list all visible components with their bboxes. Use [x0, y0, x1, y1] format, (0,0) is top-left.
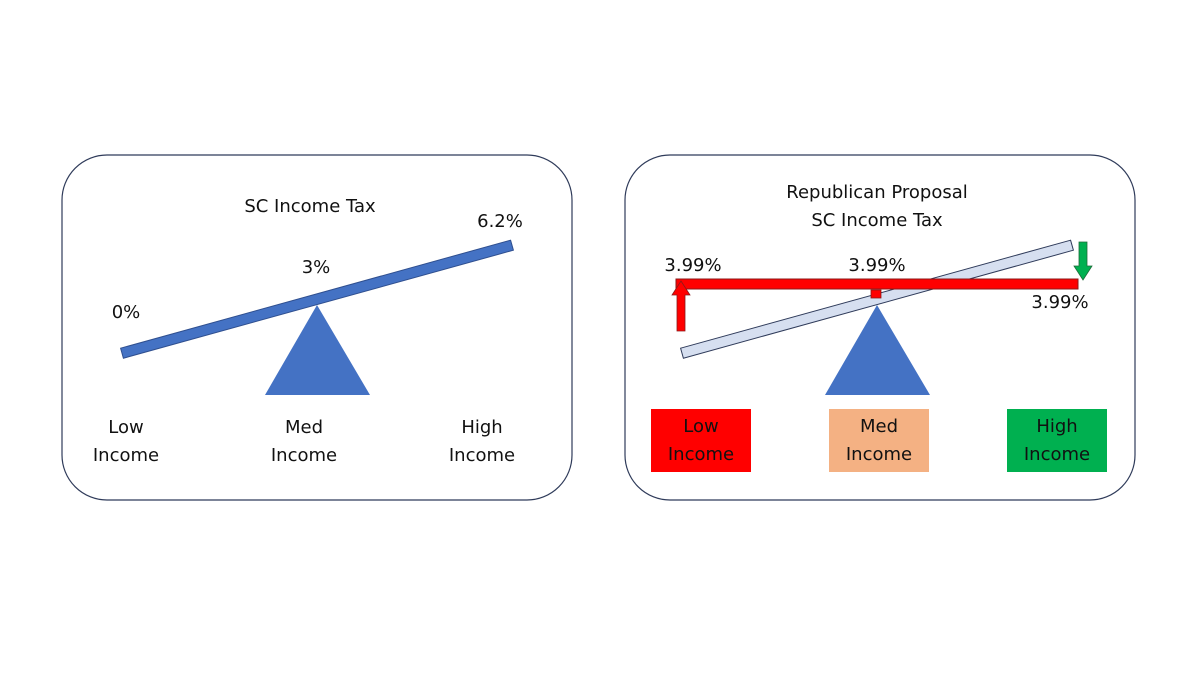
group-label: Income	[93, 445, 159, 466]
group-box	[829, 409, 929, 472]
group-label: Income	[668, 444, 734, 465]
rate-label: 3.99%	[848, 255, 905, 276]
left-panel: SC Income Tax 0% 3% 6.2% Low Income Med …	[61, 154, 573, 501]
small-increase-marker	[870, 289, 882, 299]
panel-title: SC Income Tax	[244, 196, 376, 217]
flat-tax-beam	[675, 278, 1079, 290]
rate-label: 3.99%	[1031, 292, 1088, 313]
group-label: High	[1036, 416, 1077, 437]
group-label: Income	[1024, 444, 1090, 465]
group-label: High	[461, 417, 502, 438]
group-box	[651, 409, 751, 472]
rate-label: 6.2%	[477, 211, 523, 232]
panel-title: SC Income Tax	[811, 210, 943, 231]
panel-title: Republican Proposal	[786, 182, 968, 203]
group-label: Income	[271, 445, 337, 466]
group-label: Low	[108, 417, 143, 438]
rate-label: 3%	[302, 257, 331, 278]
right-panel: Republican Proposal SC Income Tax 3.99% …	[624, 154, 1136, 501]
fulcrum	[825, 305, 930, 395]
group-label: Income	[846, 444, 912, 465]
group-label: Med	[860, 416, 898, 437]
group-box	[1007, 409, 1107, 472]
fulcrum	[265, 305, 370, 395]
down-arrow	[1073, 241, 1093, 281]
group-label: Med	[285, 417, 323, 438]
old-seesaw-beam	[679, 239, 1075, 359]
group-label: Low	[683, 416, 718, 437]
rate-label: 3.99%	[664, 255, 721, 276]
group-label: Income	[449, 445, 515, 466]
up-arrow	[671, 280, 691, 332]
seesaw-beam	[119, 239, 515, 359]
rate-label: 0%	[112, 302, 141, 323]
